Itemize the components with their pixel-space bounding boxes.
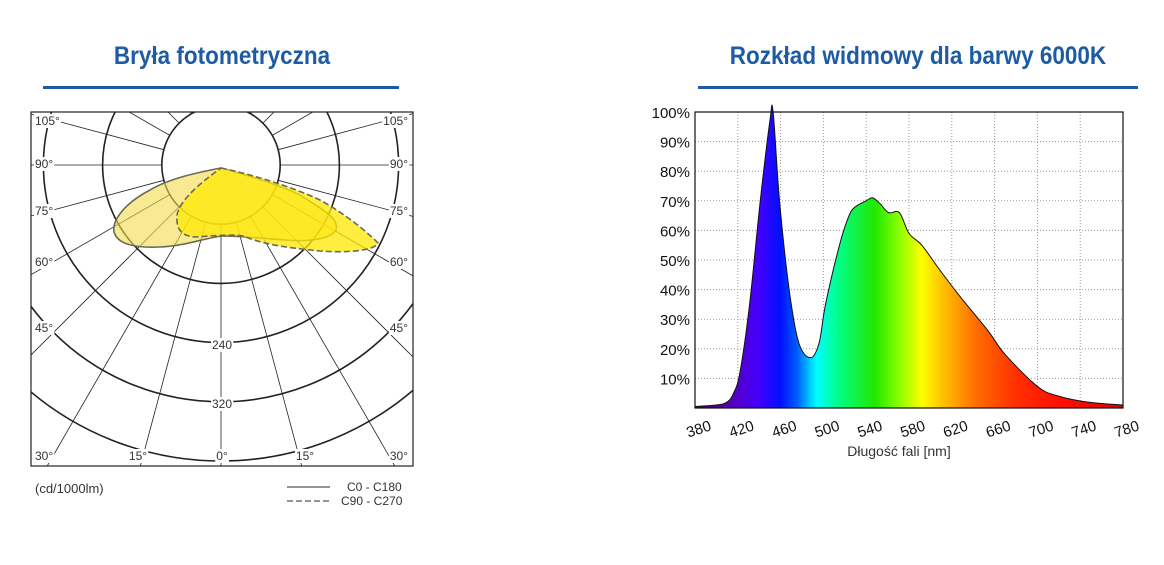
spectrum-frame — [694, 111, 1124, 409]
y-tick-label: 10% — [660, 371, 690, 388]
y-tick-label: 50% — [660, 253, 690, 270]
y-tick-label: 60% — [660, 223, 690, 240]
angle-label-right: 30° — [390, 449, 408, 463]
x-tick-label: 780 — [1112, 418, 1141, 442]
y-tick-label: 20% — [660, 342, 690, 359]
x-tick-label: 380 — [684, 418, 713, 442]
angle-label-left: 90° — [35, 157, 53, 171]
angle-label-left: 75° — [35, 204, 53, 218]
y-tick-label: 80% — [660, 164, 690, 181]
angle-label-right: 75° — [390, 204, 408, 218]
spectrum-title: Rozkład widmowy dla barwy 6000K — [729, 42, 1107, 70]
legend-c0-label: C0 - C180 — [347, 480, 402, 494]
unit-label: (cd/1000lm) — [35, 481, 104, 496]
angle-label-center: 0° — [216, 449, 228, 463]
x-tick-label: 740 — [1070, 418, 1099, 442]
angle-label-right: 15° — [296, 449, 314, 463]
x-tick-label: 540 — [856, 418, 885, 442]
angle-label-left: 45° — [35, 321, 53, 335]
angle-label-right: 60° — [390, 255, 408, 269]
photometric-title-underline — [43, 86, 399, 89]
polar-spoke — [46, 216, 192, 466]
y-tick-label: 90% — [660, 135, 690, 152]
y-tick-label: 70% — [660, 194, 690, 211]
ring-label: 320 — [212, 397, 232, 411]
angle-label-right: 90° — [390, 157, 408, 171]
spectrum-area — [694, 104, 1124, 409]
x-tick-label: 700 — [1027, 418, 1056, 442]
x-tick-label: 460 — [770, 418, 799, 442]
polar-spoke — [272, 112, 313, 136]
angle-label-left: 15° — [129, 449, 147, 463]
c90-c270-curve — [176, 167, 379, 253]
x-tick-label: 660 — [984, 418, 1013, 442]
angle-label-right: 105° — [383, 114, 408, 128]
angle-label-left: 60° — [35, 255, 53, 269]
angle-label-left: 105° — [35, 114, 60, 128]
y-tick-label: 40% — [660, 283, 690, 300]
x-tick-label: 620 — [941, 418, 970, 442]
x-axis-label: Długość fali [nm] — [847, 443, 950, 459]
x-tick-label: 500 — [813, 418, 842, 442]
angle-label-left: 30° — [35, 449, 53, 463]
ring-label: 240 — [212, 338, 232, 352]
polar-spoke — [139, 222, 207, 466]
photometric-title: Bryła fotometryczna — [113, 42, 331, 70]
spectrum-title-underline — [698, 86, 1138, 89]
angle-label-right: 45° — [390, 321, 408, 335]
x-tick-label: 420 — [727, 418, 756, 442]
y-tick-label: 30% — [660, 312, 690, 329]
y-tick-label: 100% — [652, 105, 690, 122]
polar-spoke — [235, 222, 303, 466]
legend-c90-label: C90 - C270 — [341, 494, 403, 508]
polar-frame — [30, 111, 414, 467]
polar-spoke — [129, 112, 170, 136]
polar-spoke — [250, 216, 396, 466]
polar-spoke — [262, 112, 275, 124]
x-tick-label: 580 — [898, 418, 927, 442]
polar-spoke — [167, 112, 180, 124]
